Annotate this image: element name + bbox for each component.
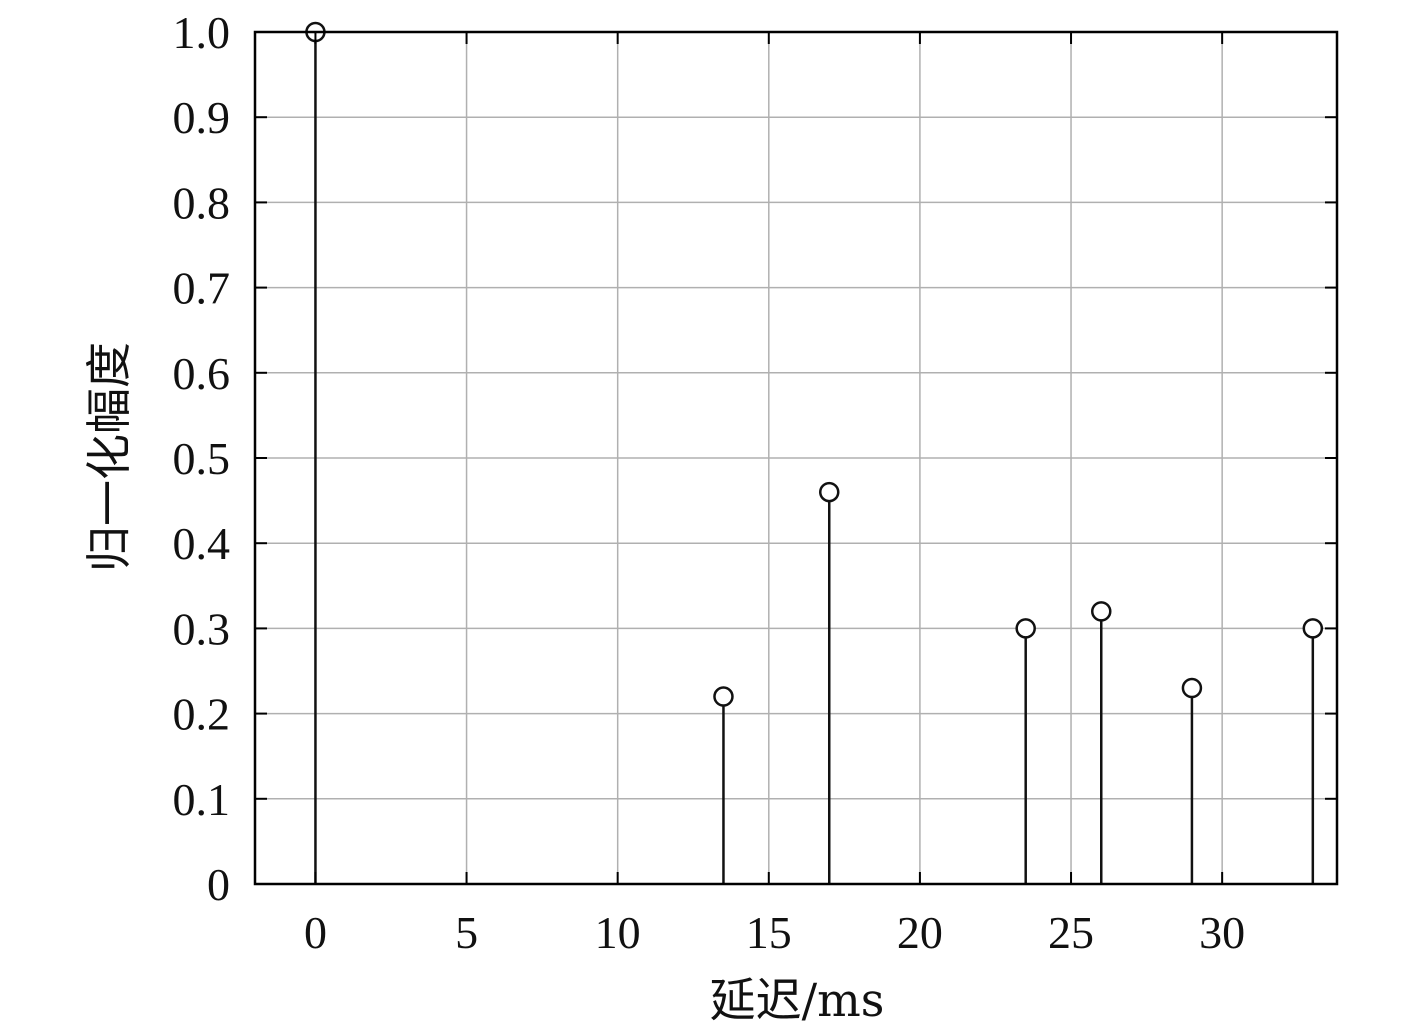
stem-marker-5: [1181, 677, 1203, 699]
y-tick-label-0-7: 0.7: [173, 263, 231, 314]
grid-layer: [255, 31, 1337, 885]
stem-marker-1: [713, 686, 734, 707]
y-tick-label-0-8: 0.8: [173, 177, 231, 228]
y-axis-title: 归一化幅度: [82, 342, 136, 572]
stem-marker-6: [1302, 618, 1324, 639]
y-tick-label-0-3: 0.3: [173, 603, 231, 654]
y-tick-label-1: 1.0: [173, 7, 231, 58]
x-tick-label-25: 25: [1048, 907, 1094, 958]
x-axis-title: 延迟/ms: [710, 973, 885, 1027]
y-tick-label-0-4: 0.4: [173, 518, 231, 569]
x-tick-label-30: 30: [1199, 907, 1245, 958]
x-tick-label-20: 20: [897, 907, 943, 958]
stem-marker-3: [1015, 618, 1036, 639]
x-tick-label-5: 5: [455, 907, 478, 958]
stem-marker-4: [1091, 601, 1112, 622]
x-tick-label-10: 10: [595, 907, 641, 958]
x-tick-label-15: 15: [746, 907, 792, 958]
stem-marker-2: [818, 481, 840, 503]
axes-layer: [253, 30, 1339, 886]
x-tick-label-0: 0: [304, 907, 327, 958]
y-tick-label-0-5: 0.5: [173, 433, 231, 484]
y-tick-label-0-6: 0.6: [173, 348, 231, 399]
label-layer: 0 5 10 15 20 25 30 0 0.1 0.2 0.3 0.4 0.5 0.6 0.7 0.8 0.9…: [173, 7, 1246, 958]
stem-layer: [305, 21, 1324, 884]
y-tick-label-0-9: 0.9: [173, 92, 231, 143]
y-tick-label-0-1: 0.1: [173, 774, 231, 825]
y-tick-label-0-2: 0.2: [173, 689, 231, 740]
y-tick-label-0: 0: [207, 859, 230, 910]
